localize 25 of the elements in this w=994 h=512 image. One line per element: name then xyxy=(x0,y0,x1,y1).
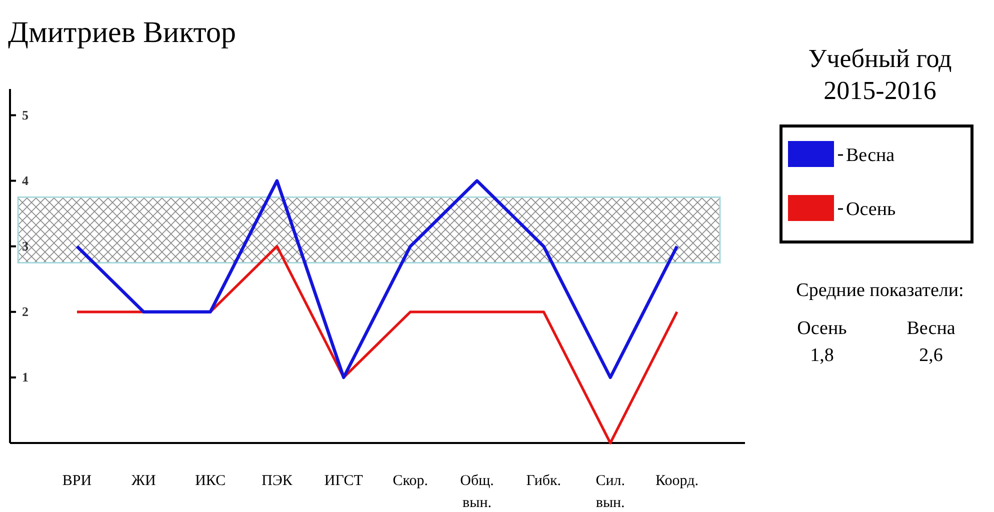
y-tick-label: 1 xyxy=(22,370,28,385)
y-tick-label: 5 xyxy=(22,107,29,122)
x-tick-label: ИКС xyxy=(195,473,226,489)
x-tick-label: Скор. xyxy=(392,473,428,489)
x-tick-label: ЖИ xyxy=(132,473,156,489)
text: Весна xyxy=(906,318,956,339)
text: 2,6 xyxy=(919,345,943,366)
x-tick-label: Сил. вын. xyxy=(596,473,625,511)
text: Весна xyxy=(846,145,896,166)
line-series xyxy=(76,245,678,444)
chart-title: Дмитриев Виктор xyxy=(8,16,236,49)
x-tick-label: Общ. вын. xyxy=(460,473,494,511)
y-tick-label: 4 xyxy=(22,172,29,188)
text: 1,8 xyxy=(810,345,834,366)
text: Осень xyxy=(846,199,896,220)
x-tick-label: Гибк. xyxy=(526,473,562,489)
text: Осень xyxy=(797,318,848,339)
line-series xyxy=(75,179,679,380)
text: Средние показатели: xyxy=(796,280,964,301)
x-tick-label: ИГСТ xyxy=(324,473,363,489)
legend-title: Учебный год 2015-2016 xyxy=(808,44,952,105)
x-tick-label: Коорд. xyxy=(656,473,698,489)
y-tick-label: 2 xyxy=(22,304,28,320)
x-tick-label: ВРИ xyxy=(62,473,92,489)
x-tick-label: ПЭК xyxy=(262,473,294,489)
